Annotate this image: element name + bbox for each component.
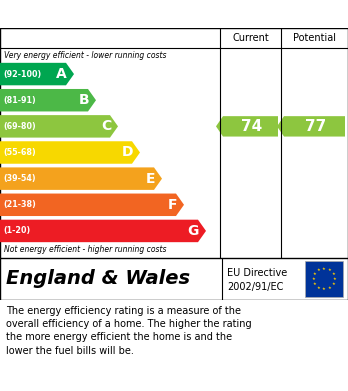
Polygon shape xyxy=(216,116,278,136)
Bar xyxy=(305,261,343,297)
Polygon shape xyxy=(0,63,74,85)
Text: ★: ★ xyxy=(322,287,326,291)
Text: Potential: Potential xyxy=(293,33,336,43)
Text: C: C xyxy=(101,119,111,133)
Text: Not energy efficient - higher running costs: Not energy efficient - higher running co… xyxy=(4,246,166,255)
Text: ★: ★ xyxy=(327,286,331,290)
Text: ★: ★ xyxy=(313,282,317,286)
Polygon shape xyxy=(0,89,96,111)
Text: 74: 74 xyxy=(241,119,262,134)
Text: (1-20): (1-20) xyxy=(3,226,30,235)
Polygon shape xyxy=(0,167,162,190)
Polygon shape xyxy=(0,141,140,164)
Text: EU Directive: EU Directive xyxy=(227,268,287,278)
Polygon shape xyxy=(0,115,118,138)
Text: (69-80): (69-80) xyxy=(3,122,36,131)
Text: Energy Efficiency Rating: Energy Efficiency Rating xyxy=(69,7,279,22)
Text: ★: ★ xyxy=(327,268,331,272)
Text: (21-38): (21-38) xyxy=(3,200,36,209)
Polygon shape xyxy=(0,220,206,242)
Polygon shape xyxy=(0,194,184,216)
Text: B: B xyxy=(78,93,89,107)
Text: Very energy efficient - lower running costs: Very energy efficient - lower running co… xyxy=(4,52,166,61)
Text: 77: 77 xyxy=(305,119,326,134)
Text: (39-54): (39-54) xyxy=(3,174,35,183)
Text: ★: ★ xyxy=(317,268,321,272)
Text: E: E xyxy=(145,172,155,186)
Text: ★: ★ xyxy=(322,267,326,271)
Text: The energy efficiency rating is a measure of the
overall efficiency of a home. T: The energy efficiency rating is a measur… xyxy=(6,306,252,355)
Text: G: G xyxy=(188,224,199,238)
Text: 2002/91/EC: 2002/91/EC xyxy=(227,282,283,292)
Text: ★: ★ xyxy=(333,277,337,281)
Text: ★: ★ xyxy=(313,272,317,276)
Text: D: D xyxy=(121,145,133,160)
Text: F: F xyxy=(167,198,177,212)
Text: Current: Current xyxy=(232,33,269,43)
Text: (81-91): (81-91) xyxy=(3,96,36,105)
Text: ★: ★ xyxy=(311,277,315,281)
Text: ★: ★ xyxy=(331,282,335,286)
Text: (55-68): (55-68) xyxy=(3,148,36,157)
Text: England & Wales: England & Wales xyxy=(6,269,190,289)
Polygon shape xyxy=(277,116,345,136)
Text: ★: ★ xyxy=(331,272,335,276)
Text: A: A xyxy=(56,67,67,81)
Text: (92-100): (92-100) xyxy=(3,70,41,79)
Text: ★: ★ xyxy=(317,286,321,290)
